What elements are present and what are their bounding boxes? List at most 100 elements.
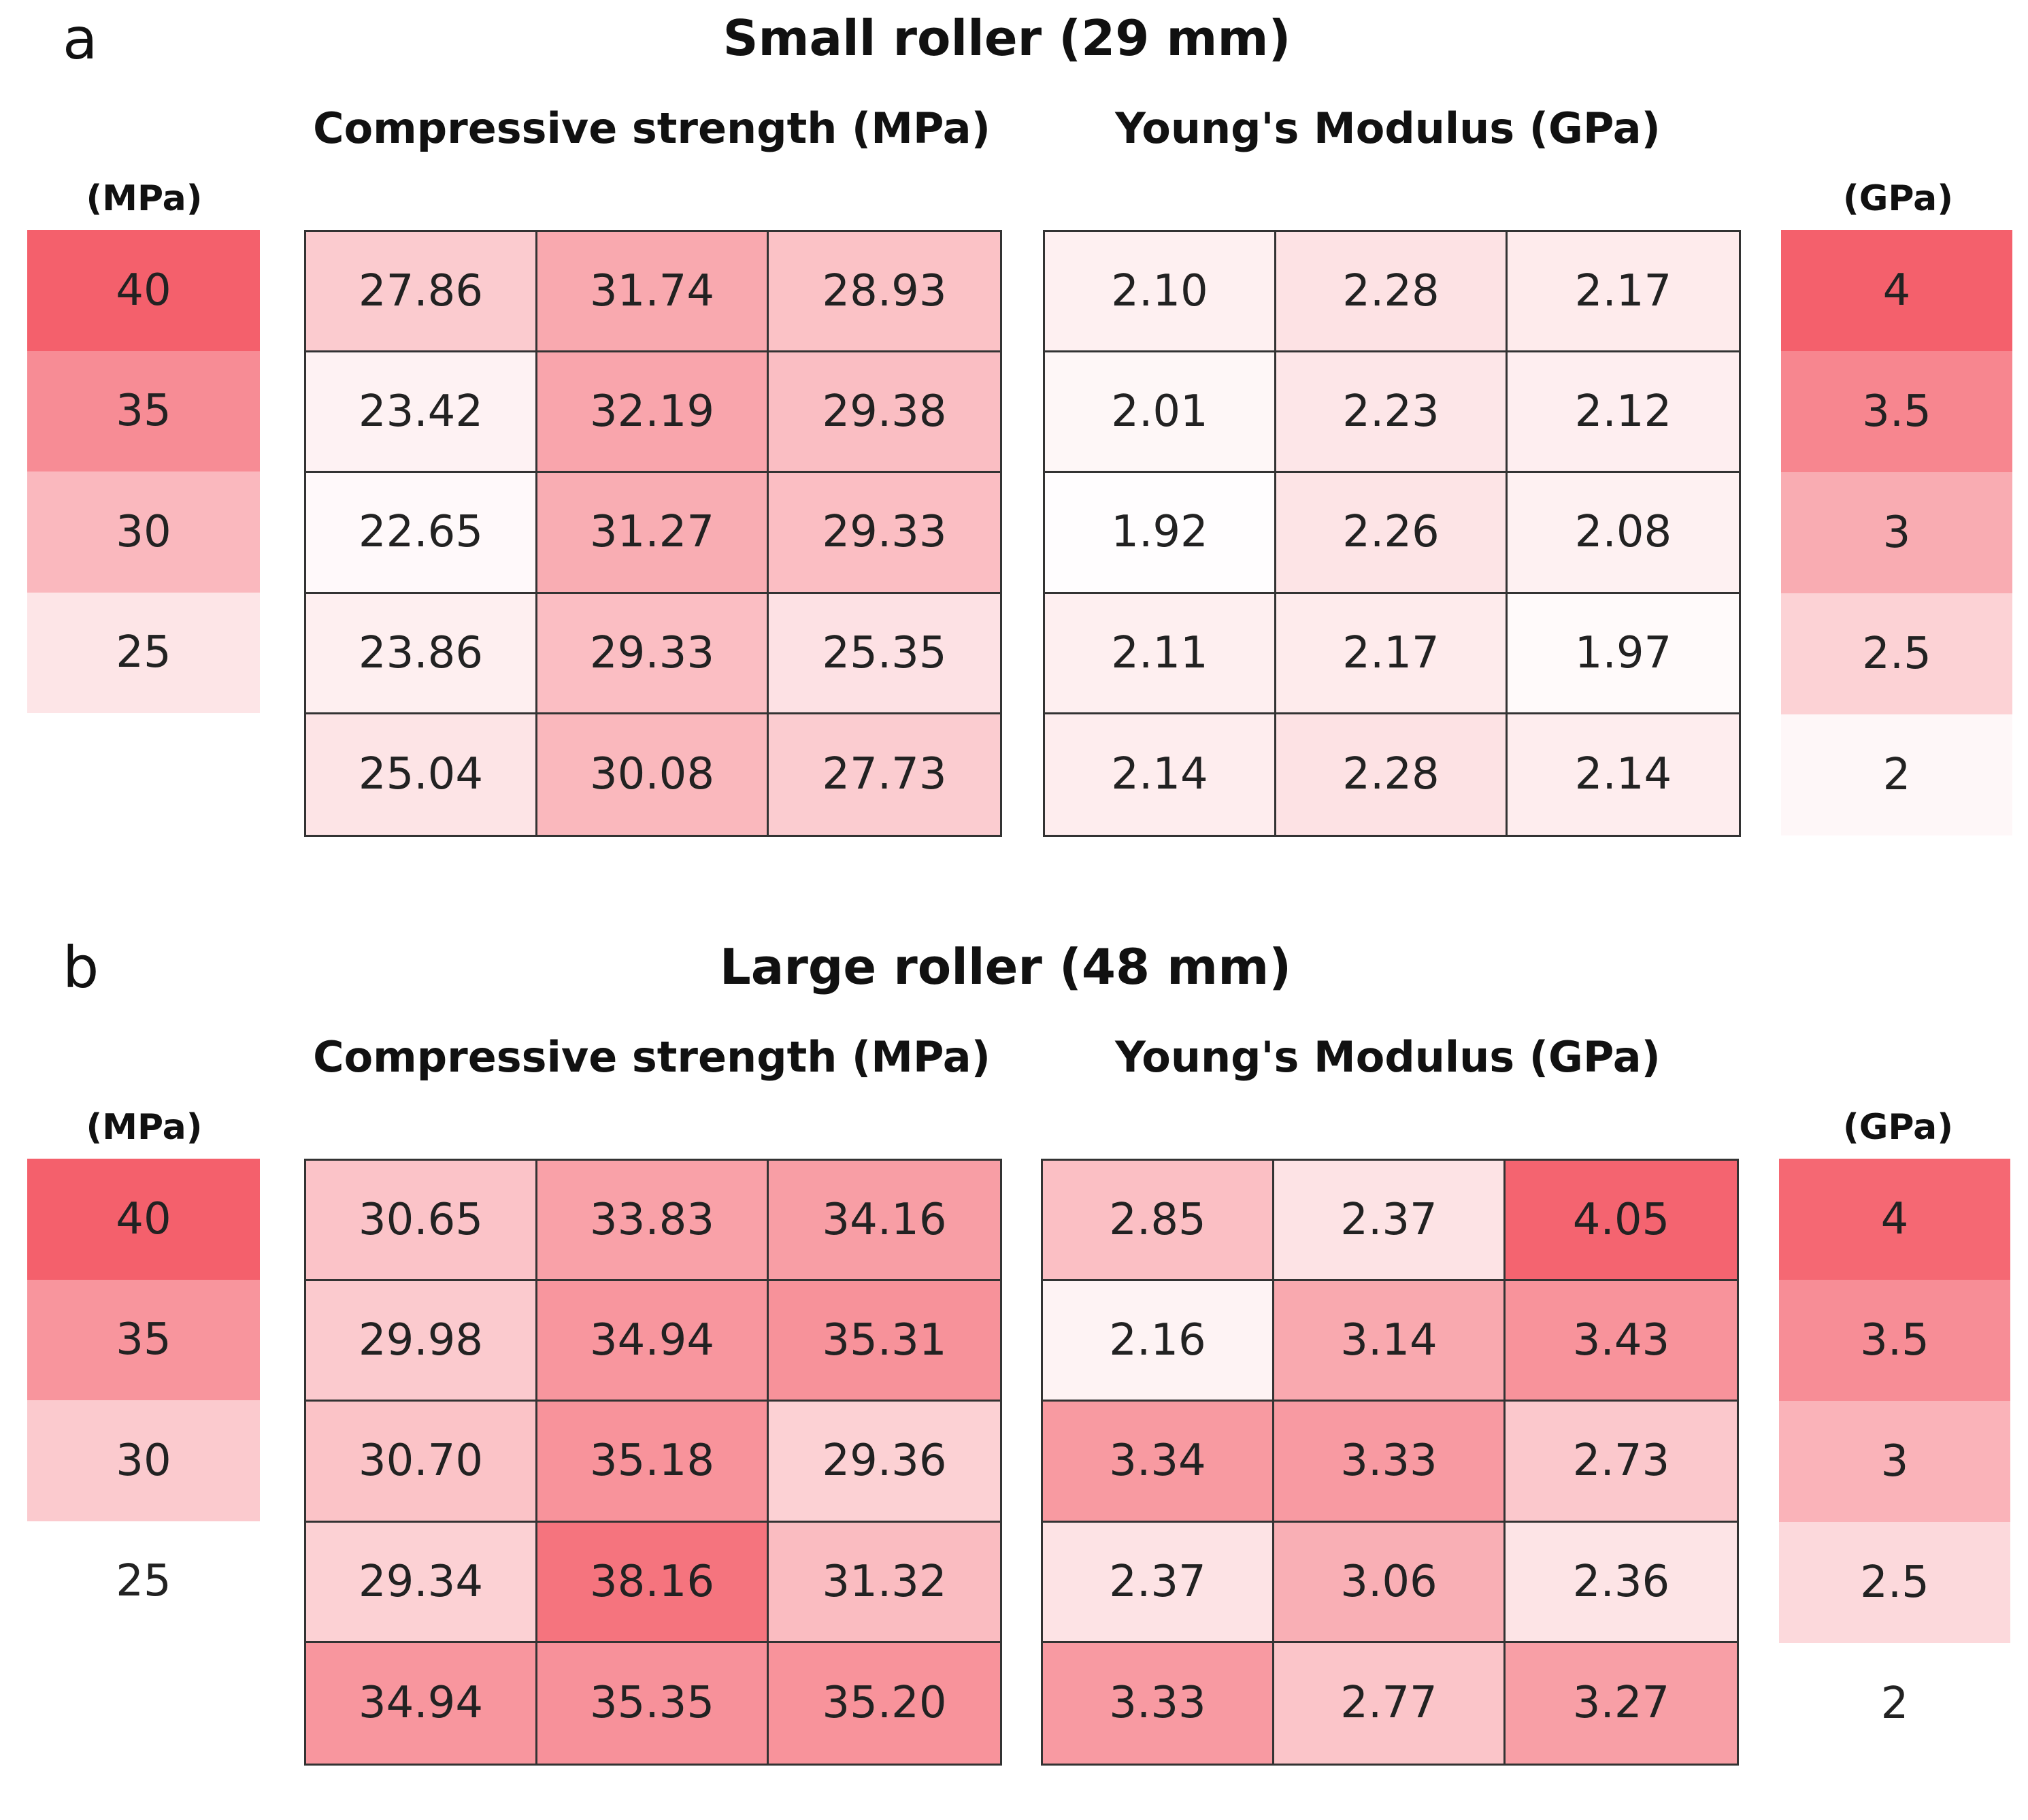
heatmap-cell: 3.27 — [1506, 1642, 1737, 1764]
heatmap-cell: 1.92 — [1045, 473, 1276, 594]
heatmap-cell: 2.77 — [1274, 1642, 1506, 1764]
heatmap-cell: 3.34 — [1043, 1402, 1274, 1523]
heatmap-cell: 3.33 — [1274, 1402, 1506, 1523]
heatmap-cell: 31.32 — [769, 1522, 1000, 1643]
heatmap-cell: 29.33 — [537, 593, 769, 714]
heatmap-compressive: 27.86 31.74 28.93 23.42 32.19 29.38 22.65 31.27… — [304, 230, 1002, 837]
legend-swatch: 30 — [27, 1400, 260, 1521]
heatmap-cell: 1.97 — [1508, 593, 1739, 714]
heatmap-cell: 2.17 — [1508, 232, 1739, 353]
legend-swatch: 35 — [27, 1279, 260, 1400]
heatmap-cell: 29.38 — [769, 352, 1000, 474]
heatmap-cell: 28.93 — [769, 232, 1000, 353]
heatmap-cell: 35.35 — [537, 1642, 769, 1764]
legend-swatch: 2.5 — [1781, 593, 2012, 714]
panel-label: b — [63, 934, 99, 1001]
heatmap-cell: 30.65 — [306, 1161, 537, 1282]
heatmap-cell: 2.10 — [1045, 232, 1276, 353]
heatmap-cell: 25.35 — [769, 593, 1000, 714]
heatmap-cell: 35.31 — [769, 1281, 1000, 1402]
legend-swatch: 3.5 — [1781, 351, 2012, 472]
heatmap-cell: 22.65 — [306, 473, 537, 594]
heatmap-cell: 2.16 — [1043, 1281, 1274, 1402]
legend-swatch: 2.5 — [1779, 1522, 2010, 1643]
heatmap-title-modulus: Young's Modulus (GPa) — [1115, 1032, 1661, 1082]
heatmap-cell: 32.19 — [537, 352, 769, 474]
heatmap-modulus: 2.85 2.37 4.05 2.16 3.14 3.43 3.34 3.33 2.73 2.37… — [1041, 1159, 1739, 1766]
heatmap-title-compressive: Compressive strength (MPa) — [313, 103, 991, 153]
heatmap-cell: 2.17 — [1276, 593, 1508, 714]
color-legend-left: 40 35 30 25 — [27, 230, 260, 713]
heatmap-cell: 35.20 — [769, 1642, 1000, 1764]
panel-a: a Small roller (29 mm) Compressive stren… — [0, 0, 2028, 891]
heatmap-cell: 2.11 — [1045, 593, 1276, 714]
legend-swatch: 30 — [27, 471, 260, 593]
heatmap-title-modulus: Young's Modulus (GPa) — [1115, 103, 1661, 153]
heatmap-cell: 31.27 — [537, 473, 769, 594]
legend-swatch: 3 — [1779, 1401, 2010, 1522]
heatmap-cell: 2.73 — [1506, 1402, 1737, 1523]
heatmap-cell: 3.14 — [1274, 1281, 1506, 1402]
heatmap-cell: 29.36 — [769, 1402, 1000, 1523]
panel-label: a — [63, 5, 98, 72]
heatmap-cell: 3.06 — [1274, 1522, 1506, 1643]
heatmap-cell: 2.36 — [1506, 1522, 1737, 1643]
legend-swatch: 40 — [27, 230, 260, 351]
heatmap-modulus: 2.10 2.28 2.17 2.01 2.23 2.12 1.92 2.26 2.08 2.11… — [1043, 230, 1741, 837]
legend-swatch: 3.5 — [1779, 1280, 2010, 1401]
legend-swatch: 2 — [1779, 1643, 2010, 1764]
heatmap-cell: 30.70 — [306, 1402, 537, 1523]
heatmap-cell: 29.98 — [306, 1281, 537, 1402]
legend-swatch: 35 — [27, 350, 260, 471]
heatmap-cell: 34.94 — [537, 1281, 769, 1402]
heatmap-cell: 2.85 — [1043, 1161, 1274, 1282]
heatmap-compressive: 30.65 33.83 34.16 29.98 34.94 35.31 30.70 35.18… — [304, 1159, 1002, 1766]
heatmap-cell: 3.33 — [1043, 1642, 1274, 1764]
legend-unit-left: (MPa) — [86, 178, 203, 219]
heatmap-cell: 30.08 — [537, 714, 769, 835]
heatmap-cell: 25.04 — [306, 714, 537, 835]
heatmap-cell: 38.16 — [537, 1522, 769, 1643]
heatmap-cell: 33.83 — [537, 1161, 769, 1282]
legend-swatch: 25 — [27, 592, 260, 713]
legend-unit-left: (MPa) — [86, 1107, 203, 1148]
heatmap-cell: 2.01 — [1045, 352, 1276, 474]
legend-swatch: 4 — [1781, 230, 2012, 351]
panel-b: b Large roller (48 mm) Compressive stren… — [0, 929, 2028, 1820]
heatmap-cell: 34.94 — [306, 1642, 537, 1764]
heatmap-cell: 2.28 — [1276, 714, 1508, 835]
color-legend-right: 4 3.5 3 2.5 2 — [1781, 230, 2012, 835]
heatmap-cell: 29.33 — [769, 473, 1000, 594]
legend-unit-right: (GPa) — [1842, 178, 1954, 219]
heatmap-cell: 23.86 — [306, 593, 537, 714]
heatmap-cell: 2.37 — [1274, 1161, 1506, 1282]
heatmap-cell: 2.37 — [1043, 1522, 1274, 1643]
heatmap-cell: 35.18 — [537, 1402, 769, 1523]
color-legend-left: 40 35 30 25 — [27, 1159, 260, 1642]
heatmap-cell: 2.26 — [1276, 473, 1508, 594]
heatmap-cell: 3.43 — [1506, 1281, 1737, 1402]
heatmap-cell: 4.05 — [1506, 1161, 1737, 1282]
heatmap-cell: 2.14 — [1045, 714, 1276, 835]
heatmap-cell: 23.42 — [306, 352, 537, 474]
heatmap-cell: 2.28 — [1276, 232, 1508, 353]
heatmap-cell: 2.23 — [1276, 352, 1508, 474]
heatmap-title-compressive: Compressive strength (MPa) — [313, 1032, 991, 1082]
heatmap-cell: 2.08 — [1508, 473, 1739, 594]
color-legend-right: 4 3.5 3 2.5 2 — [1779, 1159, 2010, 1764]
legend-swatch: 25 — [27, 1521, 260, 1642]
panel-title: Small roller (29 mm) — [722, 10, 1291, 67]
legend-swatch: 4 — [1779, 1159, 2010, 1280]
heatmap-cell: 34.16 — [769, 1161, 1000, 1282]
legend-swatch: 2 — [1781, 714, 2012, 835]
legend-swatch: 40 — [27, 1159, 260, 1280]
panel-title: Large roller (48 mm) — [719, 938, 1292, 995]
legend-unit-right: (GPa) — [1842, 1107, 1954, 1148]
heatmap-cell: 31.74 — [537, 232, 769, 353]
heatmap-cell: 2.14 — [1508, 714, 1739, 835]
heatmap-cell: 27.86 — [306, 232, 537, 353]
heatmap-cell: 27.73 — [769, 714, 1000, 835]
legend-swatch: 3 — [1781, 472, 2012, 593]
heatmap-cell: 2.12 — [1508, 352, 1739, 474]
heatmap-cell: 29.34 — [306, 1522, 537, 1643]
